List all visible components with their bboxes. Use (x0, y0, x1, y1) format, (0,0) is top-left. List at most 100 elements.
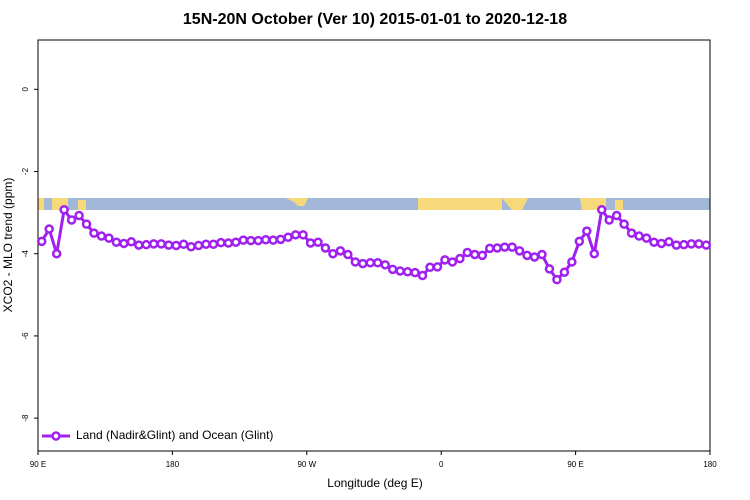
data-point (171, 240, 181, 251)
data-point (574, 236, 585, 247)
y-axis-label: XCO2 - MLO trend (ppm) (1, 178, 15, 313)
data-point (298, 230, 308, 240)
data-point (559, 267, 570, 277)
data-point (36, 236, 47, 247)
data-point (596, 204, 607, 215)
data-point (231, 237, 241, 247)
y-tick-label: 0 (21, 87, 30, 92)
legend-marker (51, 431, 61, 441)
data-point (111, 237, 122, 247)
data-point (447, 257, 458, 267)
data-point (552, 274, 562, 285)
data-point (492, 243, 502, 253)
data-point (81, 219, 92, 229)
x-tick-label: 0 (439, 460, 444, 469)
data-point (499, 242, 510, 252)
data-point (425, 262, 435, 273)
data-point (544, 264, 555, 274)
data-point (201, 239, 211, 250)
data-point (514, 246, 525, 256)
data-point (305, 238, 316, 248)
x-tick-label: 90 E (567, 460, 583, 469)
data-point (208, 239, 219, 250)
data-point (649, 237, 659, 247)
data-point (126, 237, 137, 247)
data-point (537, 249, 547, 260)
data-point (89, 228, 99, 238)
data-point (51, 248, 62, 259)
data-point (619, 219, 629, 229)
data-point (268, 235, 278, 245)
data-point (402, 267, 413, 277)
data-point (380, 260, 390, 270)
data-point (432, 262, 443, 272)
data-point (290, 230, 301, 240)
data-point (462, 247, 473, 258)
data-point (671, 240, 682, 250)
data-point (484, 243, 495, 254)
data-point (178, 239, 189, 250)
data-point (44, 224, 54, 234)
data-point (455, 253, 465, 264)
data-point (582, 226, 592, 236)
data-point (253, 235, 264, 246)
chart-title: 15N-20N October (Ver 10) 2015-01-01 to 2… (183, 11, 567, 28)
data-point (328, 248, 338, 259)
data-point (634, 231, 644, 241)
data-point (141, 239, 152, 250)
x-tick-label: 90 W (297, 460, 316, 469)
data-point (470, 249, 480, 260)
land-ocean-strip (38, 198, 710, 210)
data-point (343, 249, 353, 260)
data-point (260, 234, 271, 245)
data-point (96, 231, 107, 241)
x-axis-label: Longitude (deg E) (327, 476, 422, 490)
data-point (119, 238, 129, 249)
x-tick-label: 180 (166, 460, 180, 469)
x-tick-label: 90 E (30, 460, 46, 469)
data-point (59, 204, 69, 215)
data-point (417, 270, 428, 281)
data-point (104, 233, 114, 243)
data-point (283, 232, 293, 243)
data-point (275, 234, 286, 245)
data-point (626, 228, 637, 238)
data-point (679, 239, 689, 250)
data-point (66, 215, 77, 225)
data-point (238, 235, 249, 245)
data-point (358, 258, 368, 269)
data-point (365, 258, 376, 268)
data-point (216, 237, 226, 248)
data-point (694, 239, 704, 249)
data-point (134, 240, 144, 250)
data-point (410, 267, 420, 278)
data-point (477, 250, 488, 261)
data-point (223, 238, 234, 248)
data-point (335, 246, 346, 256)
data-point (611, 210, 622, 221)
data-point (148, 239, 159, 249)
data-point (567, 257, 577, 267)
data-point (163, 240, 174, 250)
data-point (350, 257, 361, 267)
y-tick-label: -8 (21, 414, 30, 422)
data-point (656, 238, 667, 249)
data-point (701, 240, 712, 250)
y-tick-label: -2 (21, 167, 30, 175)
y-tick-label: -6 (21, 332, 30, 340)
data-point (507, 242, 517, 252)
data-point (529, 252, 540, 262)
data-point (395, 266, 405, 276)
data-point (604, 215, 614, 225)
data-point (74, 210, 84, 221)
data-point (193, 240, 204, 251)
data-point (589, 248, 600, 259)
x-tick-label: 180 (703, 460, 717, 469)
data-point (387, 264, 398, 275)
data-point (186, 241, 196, 252)
data-point (156, 239, 166, 249)
data-point (320, 243, 331, 253)
data-point (664, 237, 674, 247)
data-point (246, 235, 256, 246)
